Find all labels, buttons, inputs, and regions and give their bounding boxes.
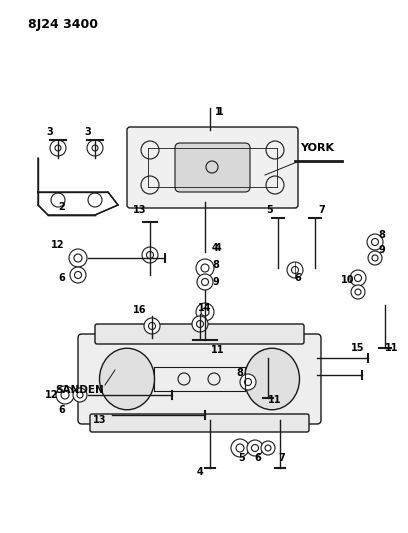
Text: 4: 4 (212, 243, 218, 253)
Circle shape (350, 270, 366, 286)
Text: 1: 1 (217, 107, 223, 117)
Text: 9: 9 (213, 277, 220, 287)
Text: 6: 6 (59, 405, 65, 415)
Text: 8: 8 (213, 260, 220, 270)
Text: 6: 6 (295, 273, 302, 283)
Text: 8: 8 (237, 368, 244, 378)
Text: 13: 13 (93, 415, 107, 425)
Circle shape (240, 374, 256, 390)
Circle shape (144, 318, 160, 334)
Circle shape (70, 267, 86, 283)
Text: 5: 5 (239, 453, 245, 463)
Circle shape (247, 440, 263, 456)
Text: 3: 3 (84, 127, 91, 137)
Text: 2: 2 (59, 202, 65, 212)
FancyBboxPatch shape (90, 414, 309, 432)
Text: 8J24 3400: 8J24 3400 (28, 18, 98, 31)
Text: 6: 6 (59, 273, 65, 283)
Circle shape (196, 303, 214, 321)
Text: 7: 7 (279, 453, 285, 463)
Text: 8: 8 (379, 230, 386, 240)
Text: 4: 4 (197, 467, 203, 477)
Circle shape (367, 234, 383, 250)
Circle shape (192, 316, 208, 332)
Circle shape (351, 285, 365, 299)
Ellipse shape (100, 348, 155, 410)
Circle shape (69, 249, 87, 267)
Circle shape (368, 251, 382, 265)
FancyBboxPatch shape (127, 127, 298, 208)
Text: 11: 11 (268, 395, 282, 405)
Text: 1: 1 (215, 107, 222, 117)
Text: 11: 11 (385, 343, 399, 353)
Circle shape (261, 441, 275, 455)
Ellipse shape (244, 348, 299, 410)
Circle shape (50, 140, 66, 156)
Text: 10: 10 (341, 275, 355, 285)
Text: 6: 6 (255, 453, 262, 463)
Text: 9: 9 (379, 245, 386, 255)
Text: 12: 12 (45, 390, 59, 400)
FancyBboxPatch shape (175, 143, 250, 192)
Text: 14: 14 (198, 303, 212, 313)
Circle shape (56, 386, 74, 404)
FancyBboxPatch shape (78, 334, 321, 424)
Text: SANDEN: SANDEN (55, 385, 104, 395)
Circle shape (142, 247, 158, 263)
Circle shape (231, 439, 249, 457)
Text: 4: 4 (215, 243, 222, 253)
Circle shape (87, 140, 103, 156)
Text: 7: 7 (319, 205, 325, 215)
Circle shape (287, 262, 303, 278)
Circle shape (73, 388, 87, 402)
FancyBboxPatch shape (95, 324, 304, 344)
Text: 12: 12 (51, 240, 65, 250)
Text: 5: 5 (266, 205, 273, 215)
Text: 11: 11 (211, 345, 225, 355)
Text: 3: 3 (47, 127, 53, 137)
Circle shape (197, 274, 213, 290)
Text: 16: 16 (133, 305, 147, 315)
Circle shape (196, 259, 214, 277)
Text: 13: 13 (133, 205, 147, 215)
Text: 15: 15 (351, 343, 365, 353)
Text: YORK: YORK (300, 143, 334, 153)
